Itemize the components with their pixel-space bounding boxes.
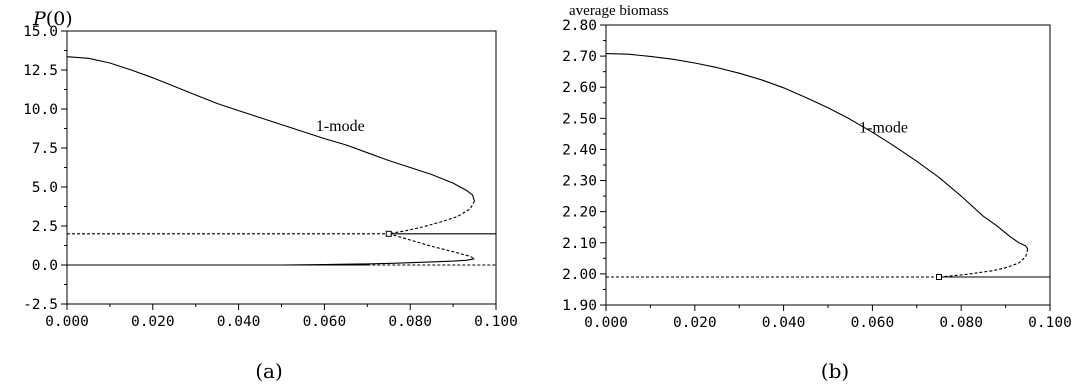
panel-a-ylabel-rest: (0) xyxy=(46,8,73,30)
y-tick-label: 2.20 xyxy=(562,205,597,221)
series-line xyxy=(388,200,475,235)
x-tick-label: 0.040 xyxy=(762,315,806,331)
x-tick-label: 0.020 xyxy=(673,315,717,331)
y-tick-label: 12.5 xyxy=(23,63,58,79)
x-tick-label: 0.060 xyxy=(303,314,347,330)
y-tick-label: 2.00 xyxy=(562,267,597,283)
bifurcation-marker xyxy=(936,274,942,280)
panel-a-ylabel-italic: P xyxy=(32,8,47,30)
series-line xyxy=(66,56,476,202)
x-tick-label: 0.100 xyxy=(474,314,518,330)
y-tick-label: 10.0 xyxy=(23,102,58,118)
x-tick-label: 0.000 xyxy=(584,315,628,331)
panel-b-series xyxy=(605,53,1050,280)
plot-frame xyxy=(66,30,497,305)
series-line xyxy=(388,233,475,260)
plot-frame xyxy=(605,24,1051,306)
x-tick-label: 0.100 xyxy=(1028,315,1072,331)
y-tick-label: 2.80 xyxy=(562,18,597,34)
series-line xyxy=(605,53,1029,250)
x-tick-label: 0.020 xyxy=(131,314,175,330)
panel-b-ylabel: average biomass xyxy=(569,3,669,19)
y-tick-label: 2.60 xyxy=(562,80,597,96)
x-tick-label: 0.080 xyxy=(388,314,432,330)
panel-a-ticks: 0.000 0.020 0.040 0.060 0.080 0.100 -2.5 0.0 2.5… xyxy=(23,24,518,330)
y-tick-label: 1.90 xyxy=(562,298,597,314)
x-tick-label: 0.080 xyxy=(939,315,983,331)
panel-b-caption: (b) xyxy=(821,359,849,383)
panel-b-annotation: 1-mode xyxy=(859,119,908,136)
series-line xyxy=(281,258,475,266)
x-tick-label: 0.000 xyxy=(45,314,89,330)
y-tick-label: 2.10 xyxy=(562,236,597,252)
panel-b: 0.000 0.020 0.040 0.060 0.080 0.100 1.90 2.00 2.… xyxy=(562,3,1072,383)
panel-a: 0.000 0.020 0.040 0.060 0.080 0.100 -2.5 0.0 2.5… xyxy=(23,8,518,383)
y-tick-label: -2.5 xyxy=(23,297,58,313)
y-tick-label: 7.5 xyxy=(32,141,58,157)
bifurcation-marker xyxy=(385,230,392,237)
panel-a-series xyxy=(66,56,496,266)
y-tick-label: 2.5 xyxy=(32,219,58,235)
y-tick-label: 2.50 xyxy=(562,111,597,127)
y-tick-label: 2.40 xyxy=(562,142,597,158)
panel-a-annotation: 1-mode xyxy=(316,118,365,135)
y-tick-label: 2.30 xyxy=(562,174,597,190)
panel-a-ylabel: P(0) xyxy=(32,8,73,30)
x-tick-label: 0.060 xyxy=(851,315,895,331)
panel-a-caption: (a) xyxy=(255,359,283,383)
y-tick-label: 5.0 xyxy=(32,180,58,196)
x-tick-label: 0.040 xyxy=(217,314,261,330)
y-tick-label: 0.0 xyxy=(32,258,58,274)
y-tick-label: 15.0 xyxy=(23,24,58,40)
panel-b-ticks: 0.000 0.020 0.040 0.060 0.080 0.100 1.90 2.00 2.… xyxy=(562,18,1072,331)
series-line xyxy=(938,248,1029,278)
y-tick-label: 2.70 xyxy=(562,49,597,65)
